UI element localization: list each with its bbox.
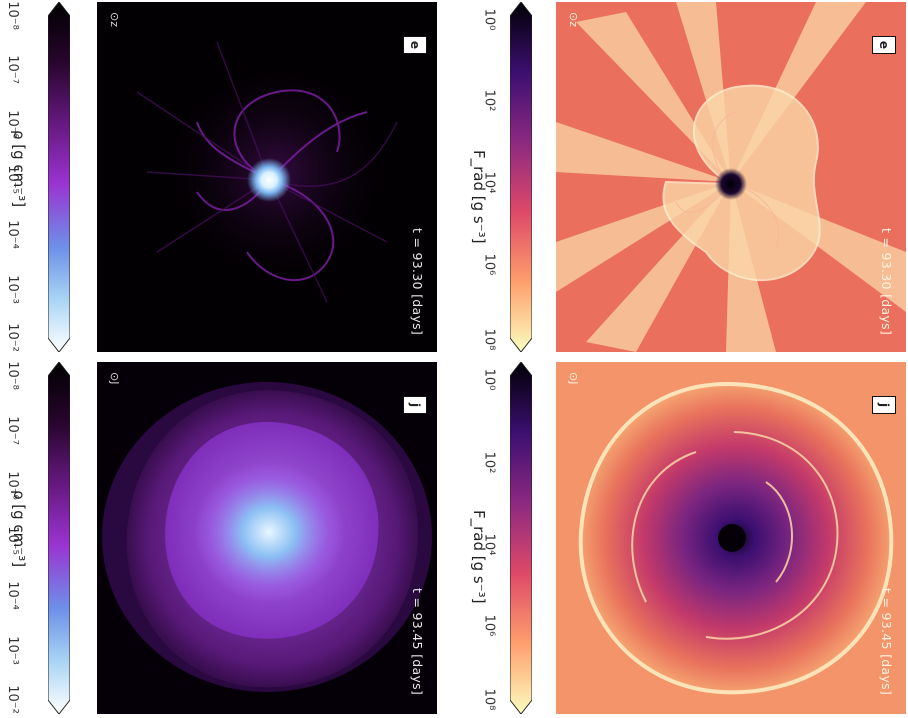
density-colorbar-top-gradient	[47, 1, 71, 353]
density-panel-j: j ⊙J t = 93.45 [days]	[97, 362, 437, 714]
panel-letter-badge: e	[872, 36, 896, 54]
density-colorbar-top-label: ρ [g cm⁻³]	[10, 130, 28, 208]
density-panel-e: e ⊙z t = 93.30 [days]	[97, 2, 437, 352]
panel-letter-badge: j	[872, 396, 896, 414]
tick-label: 10⁻³	[4, 275, 20, 304]
tick-label: 10⁻²	[4, 323, 20, 352]
flux-colorbar-bottom-label: F_rad [g s⁻³]	[470, 510, 488, 604]
flux-colorbar-bottom	[509, 361, 533, 715]
tick-label: 10⁻⁸	[4, 361, 20, 390]
time-label: t = 93.30 [days]	[410, 228, 425, 336]
tick-label: 10⁻⁷	[4, 55, 20, 84]
density-colorbar-top	[47, 1, 71, 353]
tick-label: 10⁻³	[4, 636, 20, 665]
tick-label: 10²	[481, 451, 497, 474]
density-panel-j-image	[97, 362, 437, 714]
axis-symbol: ⊙z	[567, 12, 580, 27]
panel-letter: e	[876, 40, 891, 50]
tick-label: 10⁻²	[4, 685, 20, 714]
flux-panel-e: e ⊙z t = 93.30 [days]	[556, 2, 906, 352]
tick-label: 10⁶	[481, 253, 497, 276]
flux-panel-j-image	[556, 362, 906, 714]
density-panel-e-image	[97, 2, 437, 352]
tick-label: 10⁸	[481, 328, 497, 351]
flux-panel-e-image	[556, 2, 906, 352]
panel-letter-badge: e	[403, 36, 427, 54]
panel-letter: e	[407, 40, 422, 50]
panel-letter: j	[408, 402, 422, 408]
density-colorbar-bottom	[47, 361, 71, 715]
axis-symbol: ⊙z	[108, 12, 121, 27]
density-colorbar-bottom-gradient	[47, 361, 71, 715]
time-label: t = 93.45 [days]	[879, 588, 894, 696]
flux-colorbar-bottom-gradient	[509, 361, 533, 715]
tick-label: 10⁰	[481, 8, 497, 31]
tick-label: 10⁶	[481, 614, 497, 637]
time-label: t = 93.30 [days]	[879, 228, 894, 336]
tick-label: 10⁻⁸	[4, 1, 20, 30]
flux-panel-j: j ⊙J t = 93.45 [days]	[556, 362, 906, 714]
density-colorbar-bottom-label: ρ [g cm⁻³]	[10, 490, 28, 568]
panel-letter-badge: j	[403, 396, 427, 414]
tick-label: 10²	[481, 89, 497, 112]
axis-symbol: ⊙J	[567, 372, 580, 385]
tick-label: 10⁸	[481, 688, 497, 711]
tick-label: 10⁻⁴	[4, 581, 20, 610]
tick-label: 10⁻⁴	[4, 220, 20, 249]
flux-colorbar-top	[509, 1, 533, 353]
flux-colorbar-top-label: F_rad [g s⁻³]	[470, 150, 488, 244]
tick-label: 10⁻⁷	[4, 416, 20, 445]
axis-symbol: ⊙J	[108, 372, 121, 385]
time-label: t = 93.45 [days]	[410, 588, 425, 696]
flux-colorbar-top-gradient	[509, 1, 533, 353]
tick-label: 10⁰	[481, 368, 497, 391]
panel-letter: j	[877, 402, 891, 408]
